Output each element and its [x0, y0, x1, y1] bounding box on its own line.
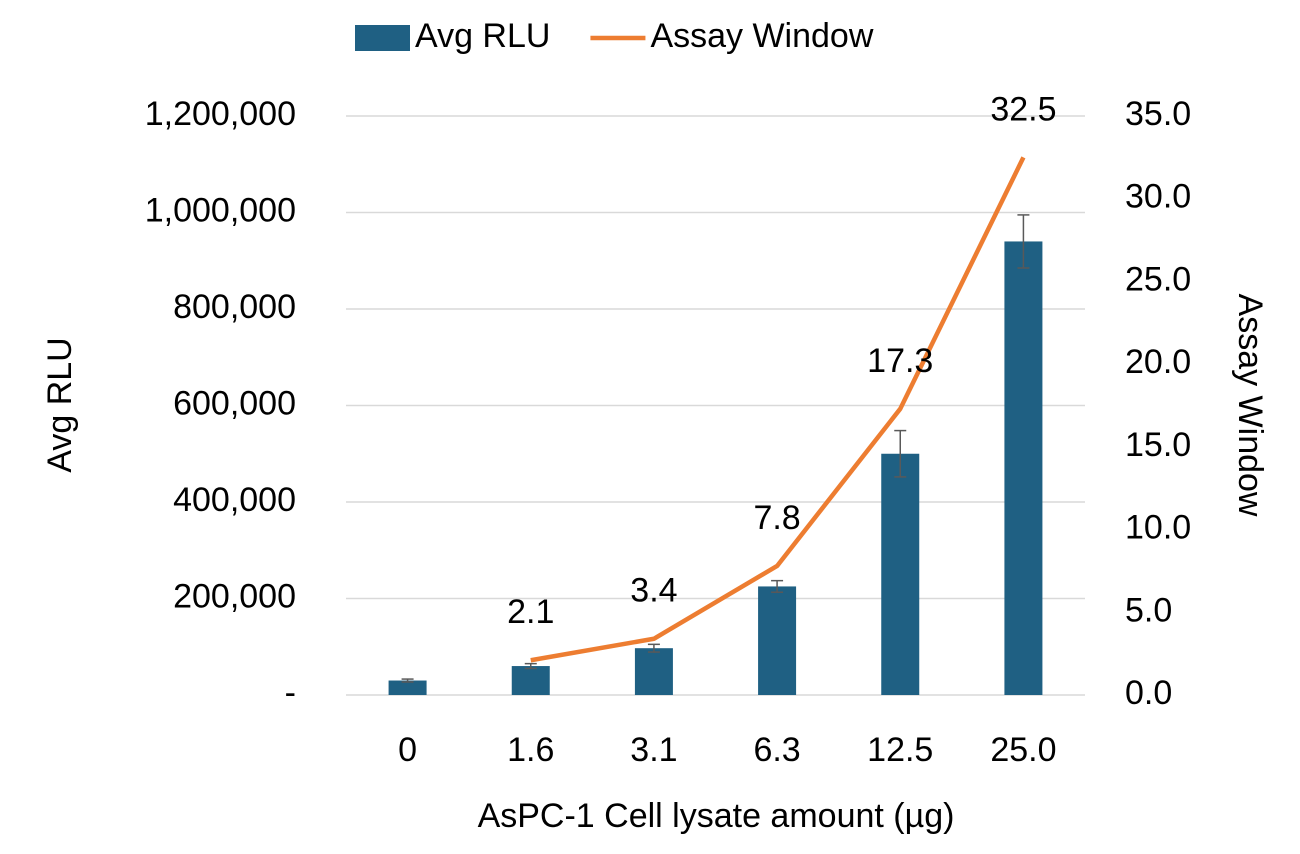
bar [758, 586, 797, 695]
y-tick-label: - [285, 674, 296, 712]
x-tick-label: 1.6 [507, 731, 554, 769]
y2-tick-label: 15.0 [1125, 426, 1191, 464]
x-tick-label: 3.1 [630, 731, 677, 769]
y2-tick-label: 20.0 [1125, 343, 1191, 381]
data-label: 32.5 [990, 90, 1056, 128]
error-bar [894, 429, 907, 478]
y-axis-title: Avg RLU [41, 337, 79, 472]
bar [388, 680, 427, 695]
y2-tick-label: 0.0 [1125, 674, 1172, 712]
legend-swatch [355, 25, 410, 51]
y2-axis-title: Assay Window [1231, 294, 1269, 517]
error-bar [524, 662, 537, 670]
data-label: 17.3 [867, 342, 933, 380]
error-bar [401, 678, 414, 683]
bar [511, 666, 550, 695]
y2-tick-label: 25.0 [1125, 260, 1191, 298]
y2-tick-label: 5.0 [1125, 591, 1172, 629]
x-tick-label: 0 [398, 731, 417, 769]
data-label: 2.1 [507, 593, 554, 631]
x-tick-label: 6.3 [753, 731, 800, 769]
data-label: 7.8 [753, 499, 800, 537]
data-label: 3.4 [630, 572, 677, 610]
y2-tick-label: 35.0 [1125, 95, 1191, 133]
x-tick-label: 25.0 [990, 731, 1056, 769]
y-tick-label: 200,000 [173, 577, 296, 615]
y-tick-label: 400,000 [173, 481, 296, 519]
error-bar [771, 579, 784, 593]
y-tick-label: 1,000,000 [145, 191, 296, 229]
bar [1004, 241, 1043, 695]
bar [881, 453, 920, 695]
error-bar [1017, 214, 1030, 269]
y2-tick-label: 30.0 [1125, 178, 1191, 216]
y-tick-label: 600,000 [173, 384, 296, 422]
bar [634, 648, 673, 695]
x-axis-title: AsPC-1 Cell lysate amount (µg) [478, 797, 955, 835]
error-bar [647, 643, 660, 653]
line [530, 156, 1026, 663]
x-tick-label: 12.5 [867, 731, 933, 769]
legend-label: Assay Window [650, 17, 873, 55]
legend-label: Avg RLU [415, 17, 550, 55]
y2-tick-label: 10.0 [1125, 509, 1191, 547]
y-tick-label: 1,200,000 [145, 95, 296, 133]
y-tick-label: 800,000 [173, 288, 296, 326]
